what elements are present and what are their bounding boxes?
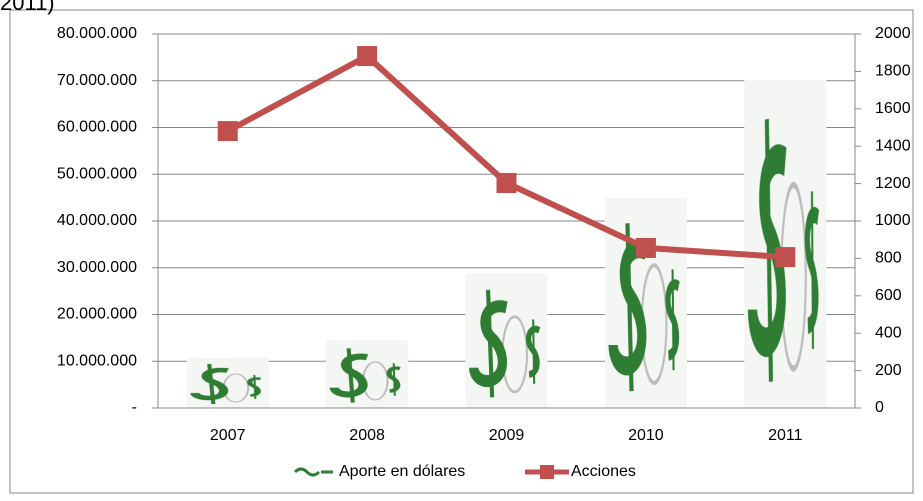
- y2-tick-label: 1000: [875, 212, 911, 229]
- bar: [744, 80, 826, 408]
- bar: [326, 340, 408, 408]
- y2-tick-label: 400: [875, 324, 902, 341]
- y-tick-label: 60.000.000: [57, 119, 137, 136]
- bar: [605, 198, 687, 408]
- y2-tick-label: 1800: [875, 63, 911, 80]
- legend-marker: [295, 469, 333, 475]
- legend-label: Acciones: [571, 463, 636, 480]
- y2-tick-label: 1400: [875, 137, 911, 154]
- line: [228, 56, 786, 257]
- y2-tick-label: 1600: [875, 100, 911, 117]
- bar: [187, 358, 269, 408]
- y2-tick-label: 800: [875, 250, 902, 267]
- legend-label: Aporte en dólares: [339, 463, 465, 480]
- y-tick-label: -: [132, 399, 137, 416]
- x-tick-label: 2008: [349, 427, 385, 444]
- line-marker: [497, 173, 517, 193]
- y-tick-label: 10.000.000: [57, 352, 137, 369]
- y-tick-label: 40.000.000: [57, 212, 137, 229]
- x-tick-label: 2010: [628, 427, 664, 444]
- chart-title: 2011): [0, 0, 55, 15]
- y2-tick-label: 600: [875, 287, 902, 304]
- x-tick-label: 2011: [768, 427, 803, 444]
- bar: [466, 274, 548, 408]
- legend-marker: [540, 465, 554, 479]
- y-tick-label: 50.000.000: [57, 165, 137, 182]
- y-tick-label: 30.000.000: [57, 259, 137, 276]
- y-tick-label: 70.000.000: [57, 72, 137, 89]
- line-marker: [775, 247, 795, 267]
- y-tick-label: 20.000.000: [57, 306, 137, 323]
- y-tick-label: 80.000.000: [57, 25, 137, 42]
- y2-tick-label: 2000: [875, 25, 911, 42]
- y2-tick-label: 0: [875, 399, 884, 416]
- y2-tick-label: 200: [875, 362, 902, 379]
- line-marker: [357, 46, 377, 66]
- line-marker: [636, 238, 656, 258]
- y2-tick-label: 1200: [875, 175, 911, 192]
- x-tick-label: 2007: [210, 427, 246, 444]
- line-marker: [218, 121, 238, 141]
- chart: 2011) - 10.000.000 20.000.000 30.000.000 40.…: [0, 0, 923, 501]
- x-tick-label: 2009: [489, 427, 525, 444]
